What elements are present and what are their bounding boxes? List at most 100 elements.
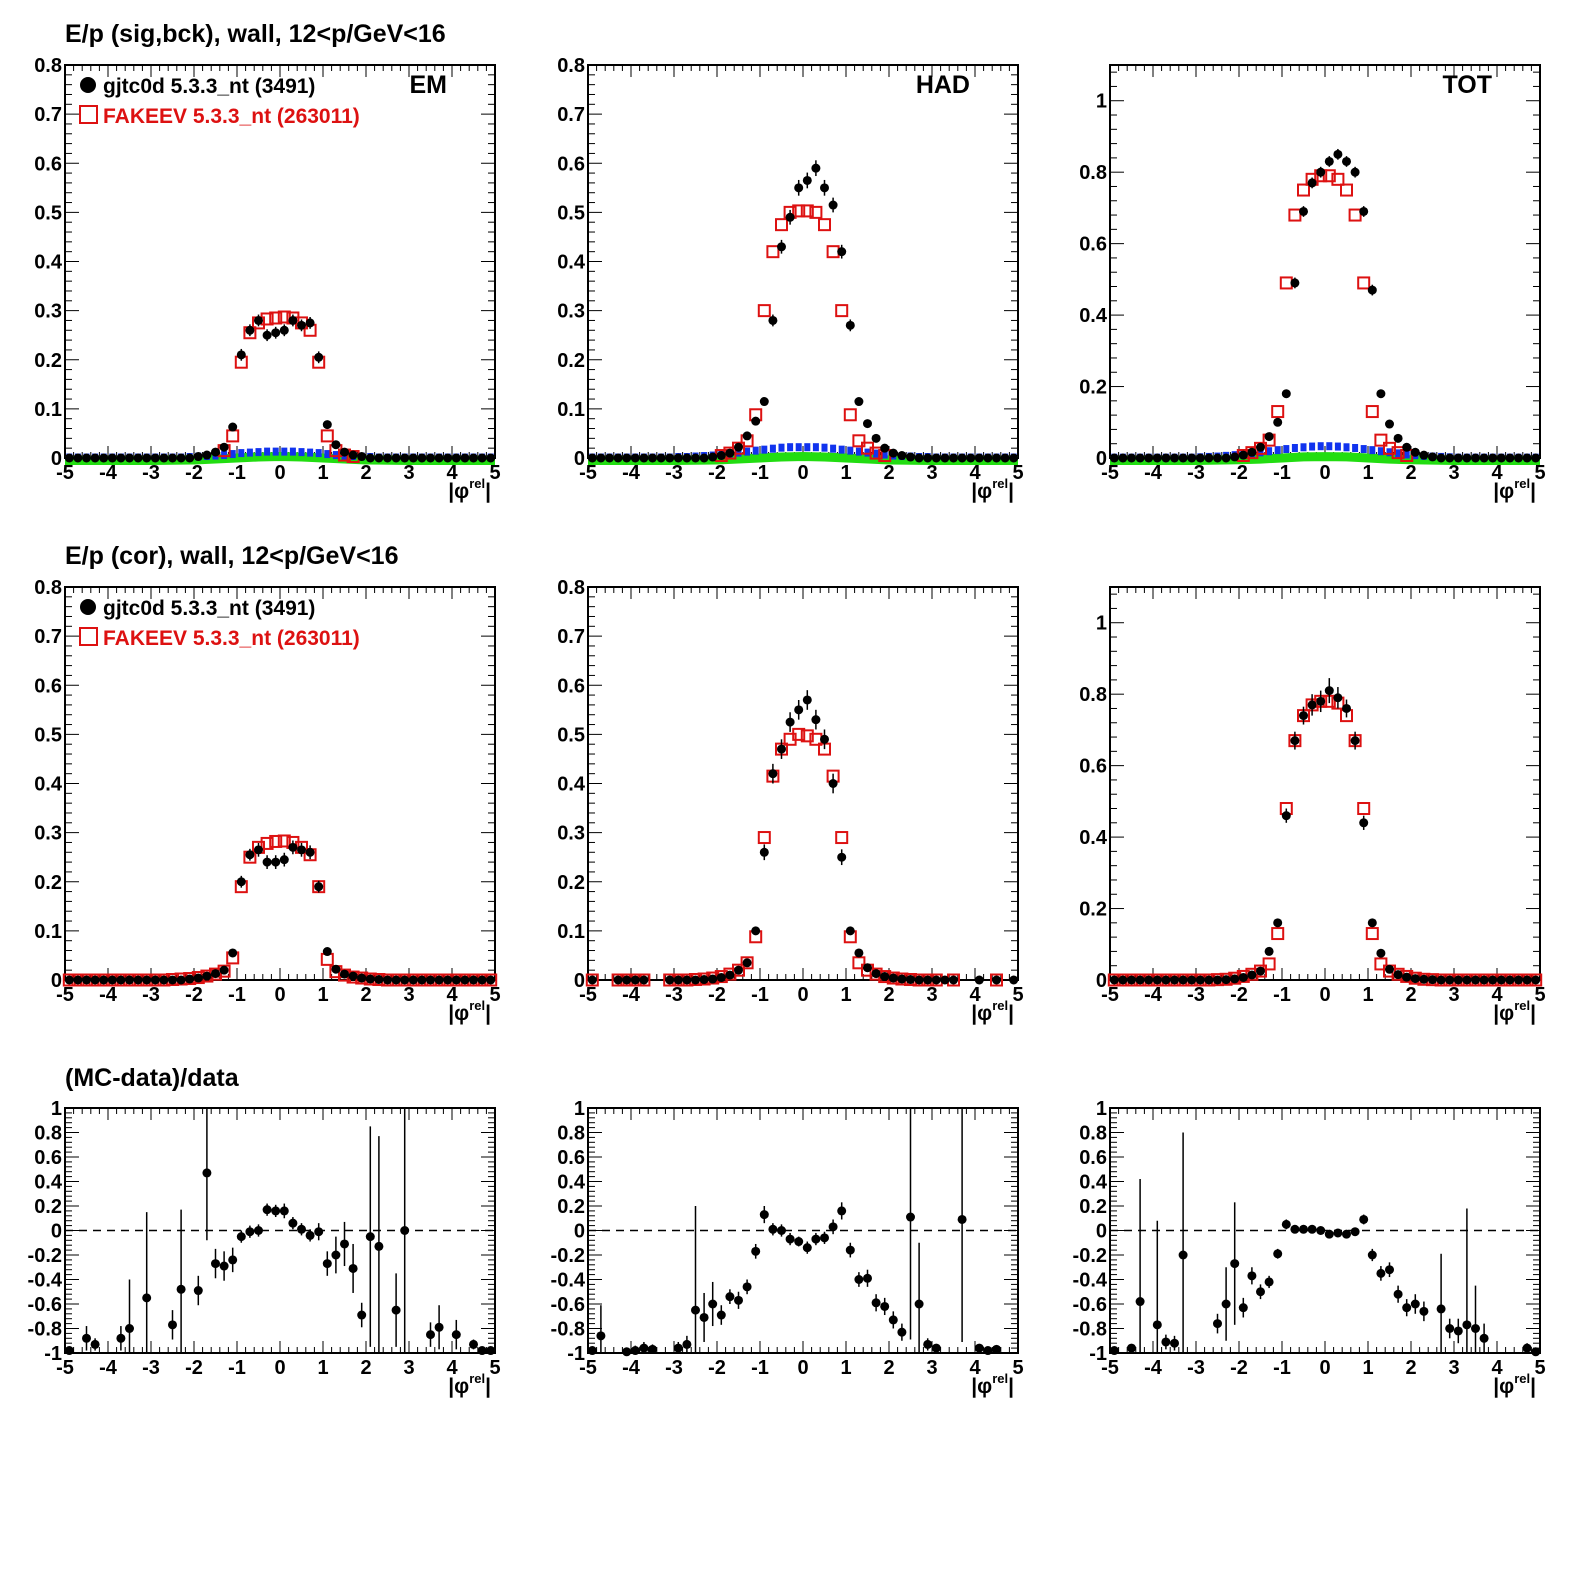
x-tick-label: 2 — [360, 462, 371, 484]
data-point — [957, 453, 967, 463]
data-point — [73, 453, 83, 463]
x-tick-label: 1 — [840, 1357, 851, 1379]
data-point — [596, 453, 606, 463]
x-tick-label: -4 — [99, 984, 118, 1006]
data-point — [1264, 1277, 1274, 1287]
plot-frame — [587, 64, 1019, 459]
data-point — [725, 970, 735, 980]
mc-point — [826, 245, 840, 259]
data-point — [391, 1305, 401, 1315]
data-point — [434, 1322, 444, 1332]
data-point — [451, 453, 461, 463]
x-tick-label: -3 — [1187, 984, 1205, 1006]
legend-mc-label: FAKEEV 5.3.3_nt (263011) — [103, 105, 360, 128]
y-tick-label: 0.1 — [557, 921, 585, 943]
y-tick-label: -1 — [1089, 1343, 1107, 1365]
data-point — [133, 453, 143, 463]
y-tick-label: 0.8 — [1079, 1123, 1107, 1145]
data-point — [185, 974, 195, 984]
y-tick-label: 0.6 — [557, 1147, 585, 1169]
background-point-blue — [264, 447, 271, 456]
y-tick-label: 0 — [1096, 1221, 1107, 1243]
x-axis-label-sup: rel — [1514, 1371, 1530, 1386]
data-point — [1161, 453, 1171, 463]
background-point-blue — [795, 443, 802, 452]
data-point — [82, 1333, 91, 1343]
data-point — [486, 453, 496, 463]
data-point — [1514, 975, 1523, 985]
background-point-blue — [744, 447, 751, 456]
data-point — [1127, 453, 1136, 463]
panel-ratio-em: -5 -4 -3 -2 -1 0 1 2 3 4 5|φrel|-1-0.8-0.6-0.4-0.2… — [28, 1098, 501, 1398]
data-point — [1402, 972, 1412, 982]
y-tick-label: 0.2 — [34, 1196, 62, 1218]
data-point — [193, 973, 203, 983]
background-point-blue — [1403, 450, 1410, 459]
data-point — [699, 453, 709, 463]
data-point — [202, 971, 212, 981]
data-point — [1376, 389, 1386, 399]
y-tick-label: 0.5 — [557, 724, 585, 746]
mc-point — [1374, 957, 1388, 971]
mc-point — [757, 831, 771, 845]
x-tick-label: -5 — [579, 1357, 597, 1379]
background-point-blue — [238, 449, 245, 458]
x-axis-label-sup: rel — [469, 476, 485, 491]
background-point-blue — [289, 447, 296, 456]
data-point — [331, 964, 341, 974]
data-point — [1152, 453, 1162, 463]
background-point-blue — [855, 447, 862, 456]
data-point — [1144, 453, 1154, 463]
data-point — [1385, 964, 1394, 974]
y-tick-label: 0.7 — [557, 104, 585, 126]
data-point — [1247, 1271, 1257, 1281]
data-point — [725, 1292, 735, 1302]
x-tick-label: 5 — [1012, 1357, 1023, 1379]
data-point — [133, 975, 143, 985]
data-point — [288, 1218, 298, 1228]
data-point — [630, 975, 640, 985]
data-point — [219, 965, 229, 975]
data-point — [1195, 975, 1205, 985]
x-tick-label: 3 — [403, 984, 414, 1006]
x-tick-label: -2 — [1230, 462, 1248, 484]
data-point — [820, 1233, 829, 1243]
data-point — [1307, 700, 1317, 710]
y-tick-label: 0 — [51, 970, 62, 992]
y-tick-label: 0.8 — [1079, 684, 1107, 706]
x-tick-label: 1 — [317, 462, 328, 484]
x-tick-label: -4 — [622, 984, 641, 1006]
y-tick-label: 0.6 — [1079, 756, 1107, 778]
data-point — [245, 1227, 255, 1237]
data-point — [914, 1299, 924, 1309]
data-point — [314, 352, 324, 362]
data-point — [992, 1344, 1001, 1354]
data-point — [1410, 974, 1420, 984]
data-point — [211, 447, 220, 457]
data-point — [1531, 975, 1541, 985]
x-tick-label: -2 — [708, 462, 726, 484]
mc-point — [757, 304, 771, 318]
data-point — [708, 974, 718, 984]
data-point — [1436, 1304, 1446, 1314]
data-point — [673, 975, 683, 985]
data-point — [983, 1346, 993, 1356]
y-tick-label: 0.8 — [557, 55, 585, 77]
data-point — [811, 715, 821, 725]
x-axis-label-sup: rel — [1514, 998, 1530, 1013]
panel-tag: HAD — [916, 71, 970, 99]
data-point — [1187, 453, 1197, 463]
x-tick-label: 1 — [317, 984, 328, 1006]
mc-point — [277, 310, 291, 324]
data-point — [168, 975, 177, 985]
data-point — [1178, 1250, 1188, 1260]
x-tick-label: -3 — [142, 1357, 160, 1379]
row-title-ratio: (MC-data)/data — [65, 1064, 239, 1092]
x-tick-label: 4 — [446, 984, 458, 1006]
y-tick-label: 0.5 — [34, 202, 62, 224]
x-tick-label: -5 — [1101, 984, 1119, 1006]
y-tick-label: 0.4 — [557, 252, 586, 274]
data-point — [837, 852, 847, 862]
data-point — [974, 1343, 984, 1353]
y-tick-label: 1 — [1096, 91, 1107, 113]
